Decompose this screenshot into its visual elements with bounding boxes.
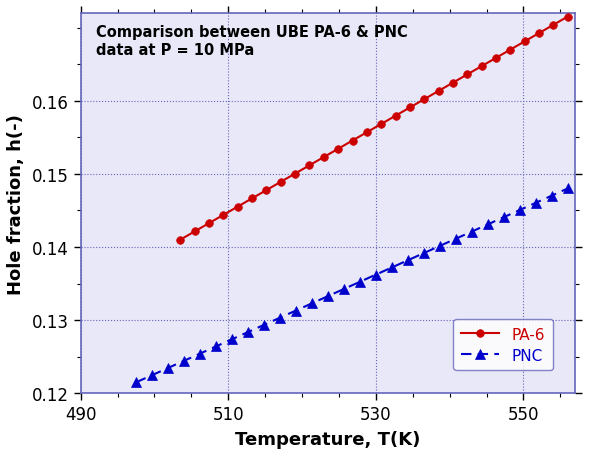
PA-6 bbox=[521, 40, 528, 45]
PNC bbox=[229, 337, 236, 342]
PNC bbox=[532, 201, 540, 206]
PA-6 bbox=[535, 31, 542, 37]
PA-6 bbox=[277, 180, 284, 185]
PNC bbox=[356, 279, 363, 285]
PNC bbox=[164, 365, 171, 371]
PNC bbox=[148, 373, 155, 378]
PNC bbox=[548, 193, 555, 199]
PA-6 bbox=[349, 138, 356, 144]
PNC bbox=[133, 380, 140, 385]
PNC bbox=[564, 186, 571, 192]
PA-6 bbox=[464, 72, 471, 78]
PA-6 bbox=[449, 81, 456, 86]
PA-6 bbox=[249, 196, 256, 202]
PNC bbox=[404, 258, 411, 263]
PA-6 bbox=[378, 122, 385, 127]
PA-6 bbox=[406, 106, 413, 111]
Line: PA-6: PA-6 bbox=[177, 14, 571, 244]
PNC bbox=[452, 237, 459, 242]
X-axis label: Temperature, T(K): Temperature, T(K) bbox=[235, 430, 421, 448]
PNC bbox=[372, 272, 379, 278]
PA-6 bbox=[507, 48, 514, 53]
PA-6 bbox=[492, 56, 499, 61]
PA-6 bbox=[550, 23, 557, 29]
PNC bbox=[213, 344, 220, 349]
PNC bbox=[180, 358, 187, 364]
PA-6 bbox=[263, 188, 270, 193]
PA-6 bbox=[292, 172, 299, 177]
PNC bbox=[244, 329, 252, 335]
PNC bbox=[197, 351, 204, 357]
PNC bbox=[309, 301, 316, 306]
PA-6 bbox=[421, 97, 428, 103]
PNC bbox=[421, 251, 428, 256]
PA-6 bbox=[564, 15, 571, 20]
PNC bbox=[276, 315, 283, 321]
PA-6 bbox=[392, 114, 399, 119]
PNC bbox=[500, 215, 507, 220]
PA-6 bbox=[191, 229, 198, 235]
PA-6 bbox=[220, 212, 227, 218]
Text: Comparison between UBE PA-6 & PNC
data at P = 10 MPa: Comparison between UBE PA-6 & PNC data a… bbox=[95, 25, 407, 58]
Y-axis label: Hole fraction, h(-): Hole fraction, h(-) bbox=[7, 113, 25, 294]
PNC bbox=[340, 287, 348, 292]
PNC bbox=[388, 265, 395, 271]
PA-6 bbox=[306, 163, 313, 169]
PNC bbox=[468, 229, 475, 235]
PA-6 bbox=[320, 155, 327, 161]
PA-6 bbox=[177, 238, 184, 243]
PNC bbox=[436, 243, 444, 249]
PA-6 bbox=[435, 89, 442, 95]
Line: PNC: PNC bbox=[131, 184, 573, 387]
PNC bbox=[292, 308, 299, 313]
PNC bbox=[516, 208, 523, 213]
PA-6 bbox=[363, 130, 370, 136]
PNC bbox=[325, 294, 332, 299]
PA-6 bbox=[335, 147, 342, 152]
PNC bbox=[260, 323, 267, 328]
PA-6 bbox=[478, 64, 485, 70]
Legend: PA-6, PNC: PA-6, PNC bbox=[454, 319, 552, 371]
PA-6 bbox=[206, 221, 213, 227]
PNC bbox=[484, 222, 491, 228]
PA-6 bbox=[234, 204, 241, 210]
